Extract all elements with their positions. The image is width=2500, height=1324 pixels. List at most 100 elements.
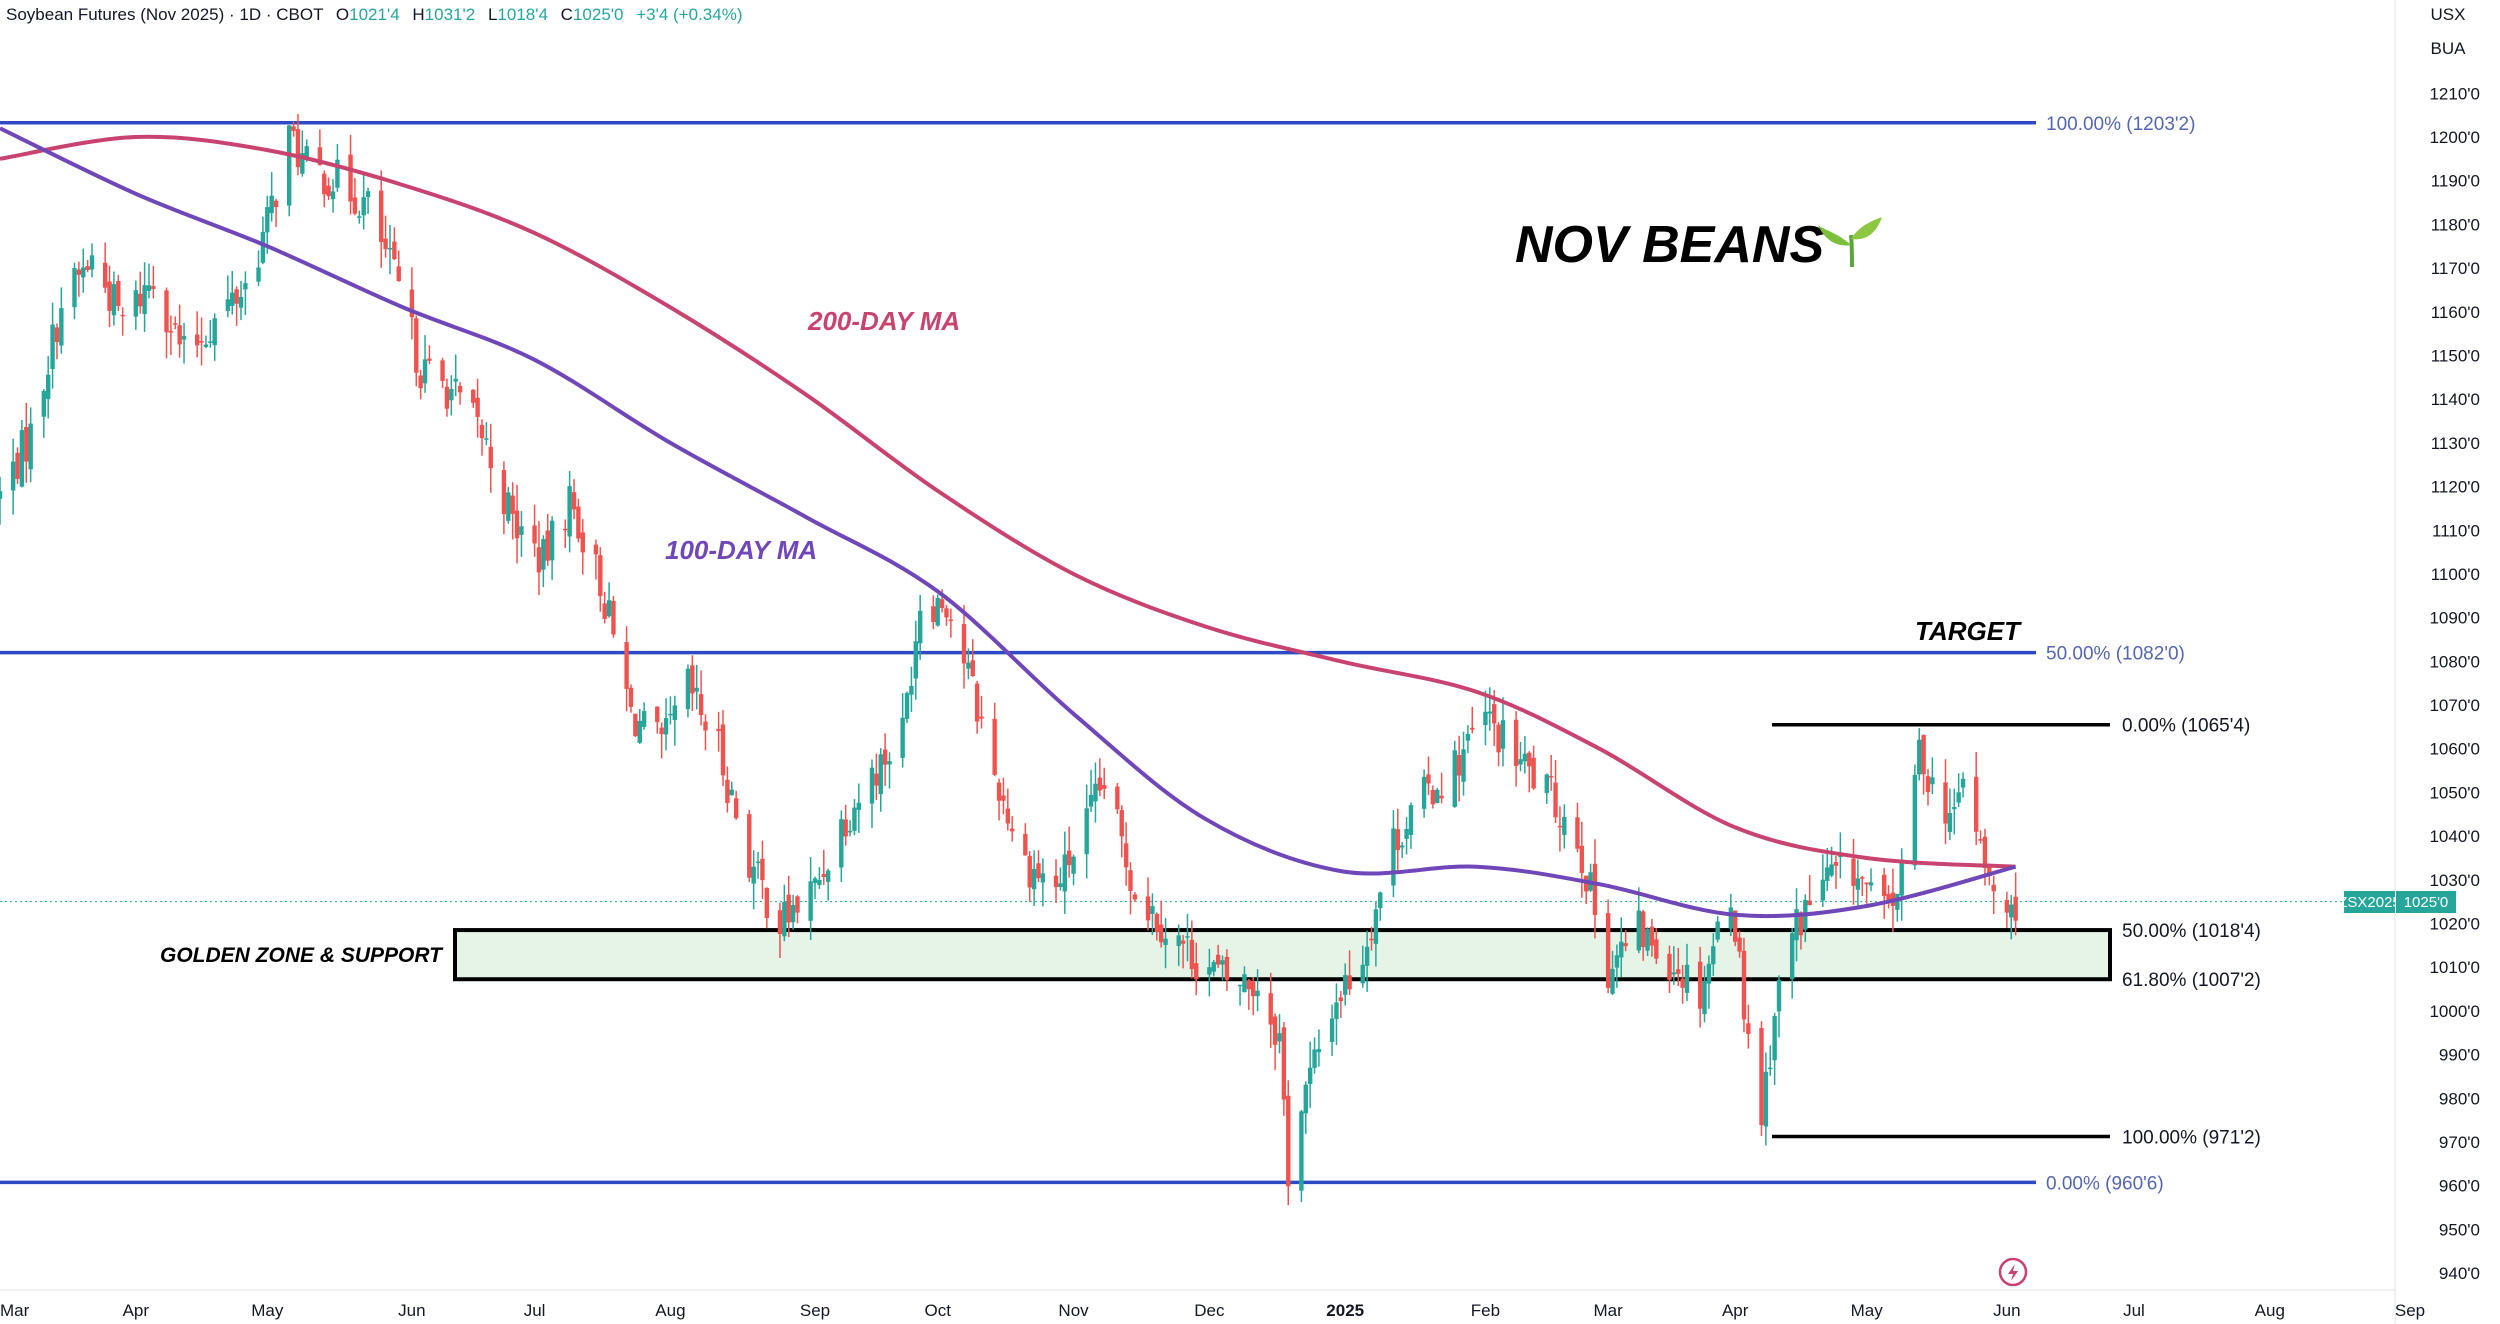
candle-body — [698, 694, 704, 716]
golden-zone-label: GOLDEN ZONE & SUPPORT — [160, 944, 444, 967]
candle-body — [146, 285, 152, 291]
candle-body — [1246, 980, 1252, 990]
candle-body — [786, 894, 791, 923]
candle-body — [1119, 810, 1124, 837]
ma100-label: 100-DAY MA — [665, 535, 817, 565]
candle-body — [1789, 933, 1795, 980]
candle-body — [1334, 1002, 1339, 1020]
candle-body — [1062, 854, 1067, 892]
x-tick-label: Jun — [398, 1301, 425, 1320]
candle-body — [1991, 884, 1996, 892]
candle-body — [396, 266, 401, 281]
candle-body — [365, 191, 371, 198]
low-label: L — [488, 5, 497, 24]
candle-body — [961, 624, 967, 664]
candle-body — [1833, 861, 1839, 866]
candle-body — [168, 331, 174, 333]
candle-body — [944, 608, 949, 618]
candle-body — [379, 190, 384, 242]
candle-body — [256, 267, 261, 282]
unit-label[interactable]: BUA — [2431, 39, 2467, 58]
candle-body — [387, 247, 393, 250]
candle-body — [2004, 899, 2010, 913]
lightning-icon[interactable] — [1998, 1257, 2028, 1287]
candle-body — [580, 532, 585, 553]
candle-body — [576, 506, 581, 539]
candle-body — [606, 600, 612, 617]
candle-body — [1711, 946, 1716, 965]
candle-body — [1702, 980, 1707, 1015]
long-fib-label: 0.00% (960'6) — [2046, 1173, 2164, 1194]
candle-body — [979, 716, 984, 719]
candle-body — [1956, 792, 1961, 803]
candle-body — [457, 386, 463, 393]
close-label: C — [561, 5, 573, 24]
candle-body — [1430, 789, 1436, 805]
candle-body — [1483, 711, 1488, 726]
price-badge-ticker: ZSX2025 — [2338, 894, 2401, 911]
candle-body — [392, 241, 397, 260]
y-tick-label: 960'0 — [2439, 1177, 2480, 1196]
candle-body — [624, 642, 629, 689]
candle-body — [1207, 967, 1212, 975]
x-tick-label: May — [1851, 1301, 1884, 1320]
candle-body — [348, 154, 353, 202]
candle-body — [1066, 850, 1072, 866]
candle-body — [173, 323, 178, 325]
candle-body — [54, 327, 60, 343]
currency-label[interactable]: USX — [2431, 5, 2466, 24]
candle-body — [777, 910, 783, 934]
long-fib-levels: 100.00% (1203'2) 50.00% (1082'0) 0.00% (96… — [0, 114, 2195, 1194]
candle-body — [1465, 733, 1471, 741]
candle-body — [1088, 794, 1094, 807]
candle-body — [725, 779, 730, 804]
candle-body — [1952, 806, 1957, 810]
candle-body — [996, 782, 1002, 801]
candle-body — [243, 283, 248, 290]
candle-body — [1347, 975, 1352, 990]
candle-body — [1023, 833, 1028, 856]
candle-body — [1194, 963, 1199, 980]
candle-body — [764, 887, 770, 919]
candle-body — [1255, 990, 1260, 997]
candle-body — [0, 491, 3, 499]
candle-body — [1763, 1071, 1769, 1127]
candle-body — [1053, 875, 1059, 888]
candle-body — [633, 713, 638, 737]
candle-body — [1115, 786, 1120, 810]
candle-body — [755, 861, 761, 864]
y-tick-label: 1020'0 — [2429, 915, 2480, 934]
candle-body — [1307, 1067, 1313, 1085]
candle-body — [1978, 839, 1983, 841]
candle-body — [720, 724, 726, 776]
y-tick-label: 1070'0 — [2429, 696, 2480, 715]
candle-body — [81, 267, 86, 278]
candle-body — [1102, 784, 1107, 789]
symbol-title: Soybean Futures (Nov 2025) · 1D · CBOT — [6, 5, 323, 24]
candle-body — [900, 717, 905, 758]
high-value: 1031'2 — [425, 5, 476, 24]
long-fib-label: 100.00% (1203'2) — [2046, 114, 2195, 135]
x-tick-label: Sep — [2395, 1301, 2425, 1320]
candle-body — [690, 665, 695, 694]
candle-body — [733, 798, 739, 819]
x-tick-label: May — [251, 1301, 284, 1320]
y-tick-label: 1040'0 — [2429, 827, 2480, 846]
candle-body — [821, 873, 826, 878]
candle-body — [672, 705, 677, 721]
candle-body — [1741, 950, 1747, 1020]
candle-body — [839, 819, 844, 868]
candle-body — [1281, 1027, 1287, 1100]
y-tick-label: 1130'0 — [2431, 434, 2480, 453]
candle-body — [1150, 906, 1155, 914]
x-tick-label: Aug — [655, 1301, 685, 1320]
candle-body — [418, 375, 423, 389]
candle-body — [453, 378, 458, 382]
candle-body — [28, 423, 33, 470]
candle-body — [1676, 969, 1681, 974]
y-tick-label: 980'0 — [2439, 1089, 2480, 1108]
candle-body — [1974, 776, 1979, 832]
candle-body — [1408, 805, 1414, 835]
